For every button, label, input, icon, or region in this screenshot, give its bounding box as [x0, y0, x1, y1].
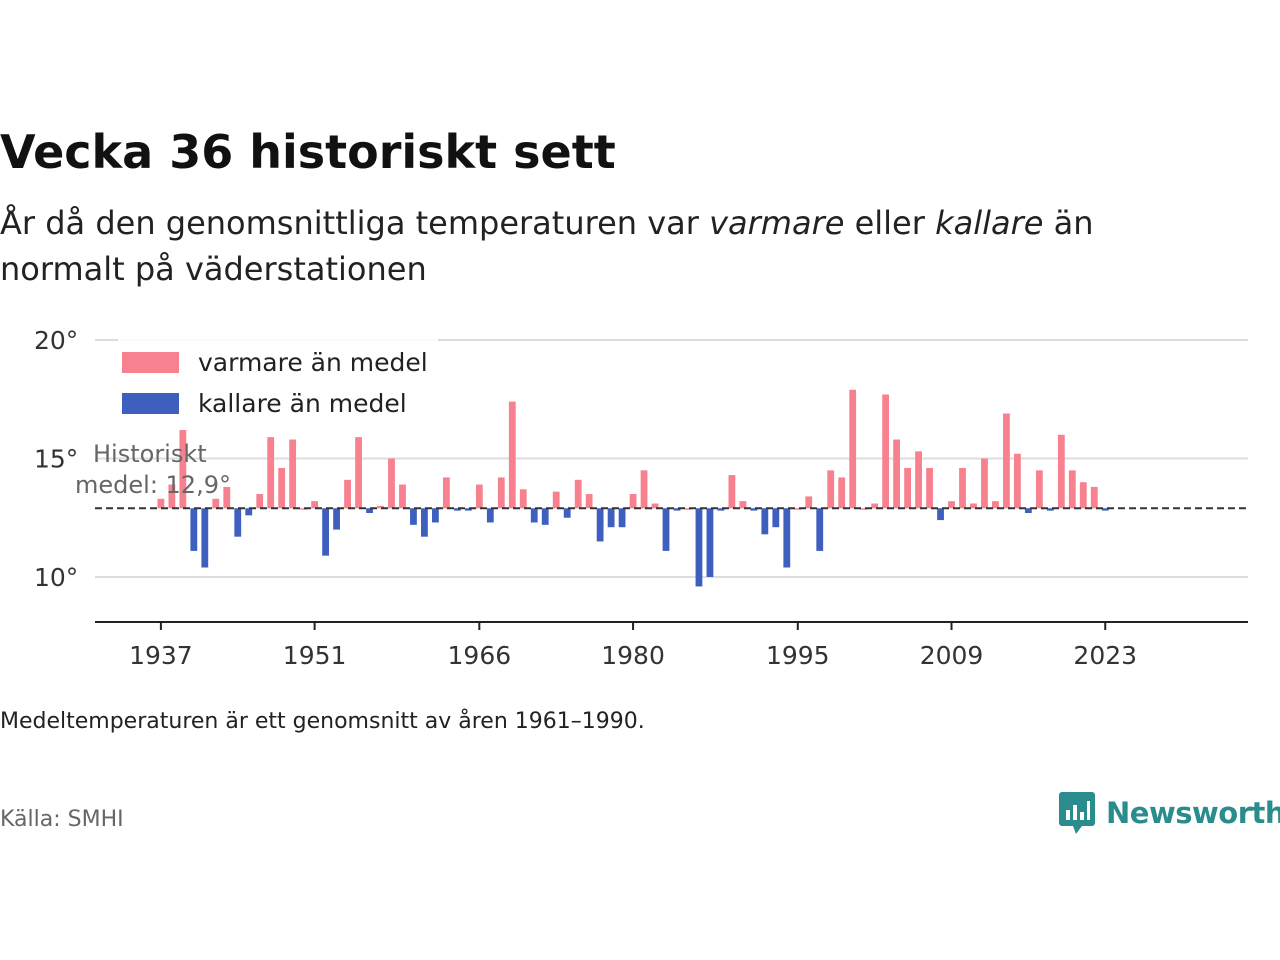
- warm-bar: [520, 489, 527, 508]
- warm-bar: [739, 501, 746, 508]
- warm-bar: [311, 501, 318, 508]
- cold-bar: [201, 508, 208, 567]
- cold-bar: [608, 508, 615, 527]
- x-tick-label: 1980: [601, 641, 665, 670]
- newsworthy-chart-bubble-icon: [1058, 790, 1096, 836]
- warm-bar: [838, 477, 845, 508]
- cold-bar: [542, 508, 549, 525]
- cold-bar: [772, 508, 779, 527]
- warm-bar: [157, 499, 164, 508]
- legend-cold-label: kallare än medel: [198, 389, 407, 418]
- warm-bar: [1003, 413, 1010, 508]
- cold-bar: [432, 508, 439, 522]
- warm-bar: [498, 477, 505, 508]
- x-tick-label: 1951: [283, 641, 347, 670]
- warm-bar: [509, 402, 516, 509]
- warm-bar: [553, 492, 560, 509]
- warm-bar: [355, 437, 362, 508]
- cold-bar: [322, 508, 329, 555]
- warm-bar: [1058, 435, 1065, 508]
- warm-bar: [959, 468, 966, 508]
- legend-warm-label: varmare än medel: [198, 348, 428, 377]
- cold-bar: [937, 508, 944, 520]
- newsworthy-logo: Newsworthy: [1058, 790, 1280, 836]
- cold-bar: [333, 508, 340, 529]
- warm-bar: [256, 494, 263, 508]
- warm-bar: [586, 494, 593, 508]
- chart-page: Vecka 36 historiskt sett År då den genom…: [0, 0, 1280, 960]
- warm-bar: [948, 501, 955, 508]
- chart-subtitle: År då den genomsnittliga temperaturen va…: [0, 200, 1220, 292]
- warm-bar: [388, 458, 395, 508]
- warm-bar: [344, 480, 351, 508]
- warm-bar: [630, 494, 637, 508]
- cold-bar: [245, 508, 252, 515]
- warm-bar: [641, 470, 648, 508]
- cold-bar: [410, 508, 417, 525]
- warm-bar: [1091, 487, 1098, 508]
- warm-bar: [893, 440, 900, 509]
- warm-bar: [1014, 454, 1021, 509]
- warm-bar: [926, 468, 933, 508]
- y-tick-label: 15°: [34, 444, 78, 473]
- cold-bar: [663, 508, 670, 551]
- cold-bar: [564, 508, 571, 517]
- cold-bar: [234, 508, 241, 536]
- warm-bar: [915, 451, 922, 508]
- warm-bar: [1036, 470, 1043, 508]
- chart-note: Medeltemperaturen är ett genomsnitt av å…: [0, 707, 645, 737]
- cold-bar: [487, 508, 494, 522]
- bar-chart: 10° 15° 20° 1937 1951 1966 1980 1995 2009 2023 var…: [0, 300, 1280, 680]
- x-tick-label: 2009: [920, 641, 984, 670]
- cold-bar: [783, 508, 790, 567]
- warm-bar: [904, 468, 911, 508]
- subtitle-text-2: eller: [844, 204, 935, 242]
- warm-bar: [278, 468, 285, 508]
- cold-bar: [597, 508, 604, 541]
- subtitle-warm-word: varmare: [709, 204, 844, 242]
- mean-annotation-line2: medel: 12,9°: [75, 471, 231, 499]
- warm-bar: [575, 480, 582, 508]
- cold-bar: [696, 508, 703, 586]
- mean-annotation-line1: Historiskt: [93, 440, 207, 468]
- warm-bar: [267, 437, 274, 508]
- warm-bar: [882, 395, 889, 509]
- warm-bar: [212, 499, 219, 508]
- warm-bar: [443, 477, 450, 508]
- cold-bar: [816, 508, 823, 551]
- cold-bar: [190, 508, 197, 551]
- y-tick-label: 10°: [34, 563, 78, 592]
- warm-bar: [399, 485, 406, 509]
- x-tick-label: 1995: [766, 641, 830, 670]
- chart-title: Vecka 36 historiskt sett: [0, 122, 616, 182]
- y-tick-label: 20°: [34, 326, 78, 355]
- warm-bar: [805, 496, 812, 508]
- warm-bar: [1080, 482, 1087, 508]
- cold-bar: [421, 508, 428, 536]
- chart-source: Källa: SMHI: [0, 805, 124, 835]
- warm-bar: [728, 475, 735, 508]
- x-tick-label: 1937: [129, 641, 193, 670]
- x-tick-label: 2023: [1073, 641, 1137, 670]
- warm-bar: [476, 485, 483, 509]
- warm-bar: [1069, 470, 1076, 508]
- warm-bar: [981, 458, 988, 508]
- cold-bar: [707, 508, 714, 577]
- subtitle-cold-word: kallare: [935, 204, 1043, 242]
- warm-bar: [849, 390, 856, 508]
- newsworthy-wordmark: Newsworthy: [1106, 796, 1280, 830]
- legend-warm-swatch: [122, 352, 179, 373]
- cold-bar: [761, 508, 768, 534]
- cold-bar: [619, 508, 626, 527]
- x-tick-label: 1966: [448, 641, 512, 670]
- legend-cold-swatch: [122, 393, 179, 414]
- subtitle-text-1: År då den genomsnittliga temperaturen va…: [0, 204, 709, 242]
- warm-bar: [289, 440, 296, 509]
- warm-bar: [992, 501, 999, 508]
- cold-bar: [531, 508, 538, 522]
- warm-bar: [827, 470, 834, 508]
